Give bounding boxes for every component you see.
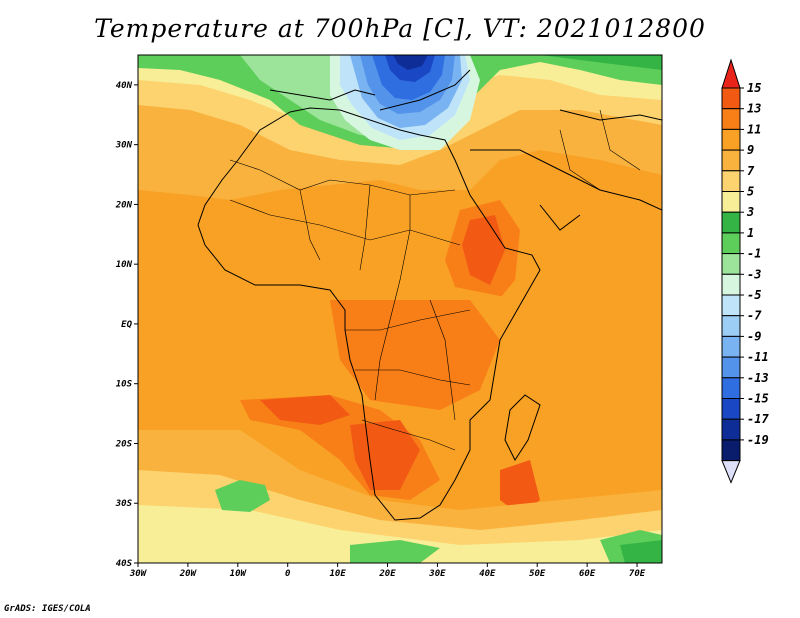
- colorbar-label: -11: [747, 350, 769, 364]
- lat-tick-label: 40S: [116, 559, 133, 569]
- colorbar-label: -15: [747, 392, 769, 406]
- colorbar-label: 9: [747, 143, 754, 157]
- colorbar-label: 11: [747, 122, 761, 136]
- colorbar-label: 13: [747, 102, 761, 116]
- lon-tick-label: 0: [285, 569, 291, 579]
- lat-tick-label: 10S: [116, 380, 133, 390]
- lat-tick-label: 30N: [115, 141, 133, 151]
- colorbar: 15 13 11 9 7 5 3 1 -1 -3 -5 -7 -9 -11 -13 -15 -17 -19: [721, 58, 769, 484]
- country-borders: [229, 109, 641, 451]
- lon-tick-label: 30E: [428, 569, 446, 579]
- colorbar-box: [721, 87, 741, 110]
- lat-tick-label: 30S: [115, 499, 133, 509]
- lat-tick-label: 10N: [116, 260, 133, 270]
- coastline-lines: [197, 69, 662, 521]
- colorbar-box: [721, 108, 741, 130]
- colorbar-box: [721, 191, 741, 213]
- lon-tick-label: 30W: [129, 569, 148, 579]
- colorbar-label: 1: [747, 226, 754, 240]
- colorbar-label: -7: [747, 309, 762, 323]
- colorbar-box: [721, 253, 741, 275]
- colorbar-label: -1: [747, 247, 761, 261]
- colorbar-box: [721, 211, 741, 234]
- map-frame: [137, 54, 663, 564]
- lon-tick-label: 60E: [579, 569, 596, 579]
- colorbar-label: -19: [747, 433, 769, 447]
- colorbar-arrow-top: [721, 58, 741, 89]
- colorbar-label: -3: [747, 267, 761, 281]
- lon-tick-label: 10W: [230, 569, 248, 579]
- colorbar-label: -9: [747, 329, 761, 343]
- colorbar-label: -17: [747, 412, 769, 426]
- lat-tick-label: 40N: [116, 81, 133, 91]
- lon-tick-label: 40E: [479, 569, 496, 579]
- colorbar-box: [721, 356, 741, 379]
- colorbar-box: [721, 273, 741, 296]
- lon-tick-label: 20W: [179, 569, 198, 579]
- colorbar-box: [721, 439, 741, 462]
- colorbar-label: 15: [747, 81, 761, 95]
- colorbar-arrow-bottom: [721, 460, 741, 484]
- colorbar-label: -5: [747, 288, 761, 302]
- colorbar-box: [721, 170, 741, 193]
- colorbar-box: [721, 149, 741, 172]
- colorbar-label: 3: [746, 205, 754, 219]
- colorbar-label: -13: [747, 371, 769, 385]
- credit-text: GrADS: IGES/COLA: [4, 604, 91, 614]
- lon-tick-label: 70E: [629, 569, 646, 579]
- chart-title: Temperature at 700hPa [C], VT: 202101280…: [94, 14, 706, 43]
- colorbar-box: [721, 315, 741, 337]
- lat-tick-label: EQ: [121, 320, 132, 330]
- lat-tick-label: 20N: [115, 200, 133, 210]
- colorbar-box: [721, 128, 741, 151]
- lon-tick-label: 50E: [529, 569, 546, 579]
- colorbar-box: [721, 418, 741, 441]
- colorbar-box: [721, 294, 741, 317]
- colorbar-box: [721, 232, 741, 255]
- colorbar-box: [721, 377, 741, 399]
- colorbar-box: [721, 398, 741, 420]
- lat-tick-label: 20S: [115, 439, 133, 449]
- temperature-field: [138, 55, 662, 563]
- colorbar-label: 5: [747, 185, 754, 199]
- lon-tick-label: 20E: [378, 569, 396, 579]
- lon-tick-label: 10E: [329, 569, 346, 579]
- colorbar-box: [721, 335, 741, 358]
- colorbar-label: 7: [747, 164, 755, 178]
